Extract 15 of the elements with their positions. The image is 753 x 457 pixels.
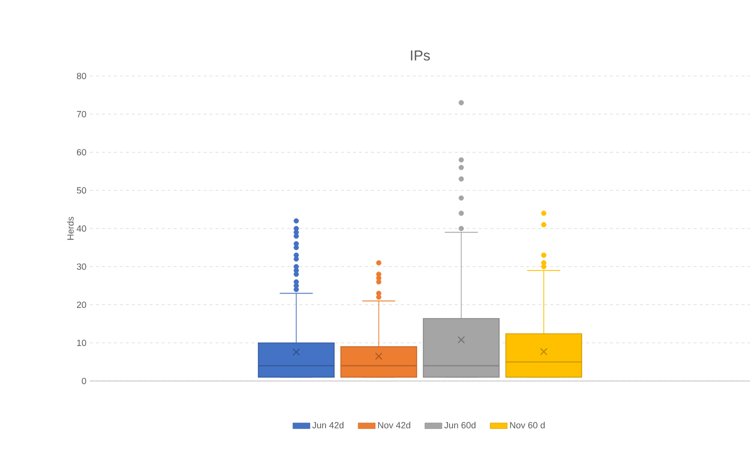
y-axis-title: Herds xyxy=(67,216,74,240)
y-tick-label: 10 xyxy=(77,340,86,346)
y-tick-label: 70 xyxy=(76,110,86,118)
legend-label: Nov 42d xyxy=(378,422,410,428)
legend-label: Jun 42d xyxy=(312,422,344,428)
legend-label: Nov 60 d xyxy=(510,422,545,428)
y-tick-label: 60 xyxy=(76,149,86,156)
y-tick-label: 50 xyxy=(76,187,86,194)
legend-label: Jun 60d xyxy=(444,422,476,428)
y-tick-label: 20 xyxy=(76,302,86,308)
chart-title: IPs xyxy=(410,50,430,61)
y-tick-label: 0 xyxy=(82,378,86,384)
y-tick-label: 80 xyxy=(76,72,86,80)
y-tick-label: 40 xyxy=(76,225,86,232)
y-tick-label: 30 xyxy=(76,263,86,270)
